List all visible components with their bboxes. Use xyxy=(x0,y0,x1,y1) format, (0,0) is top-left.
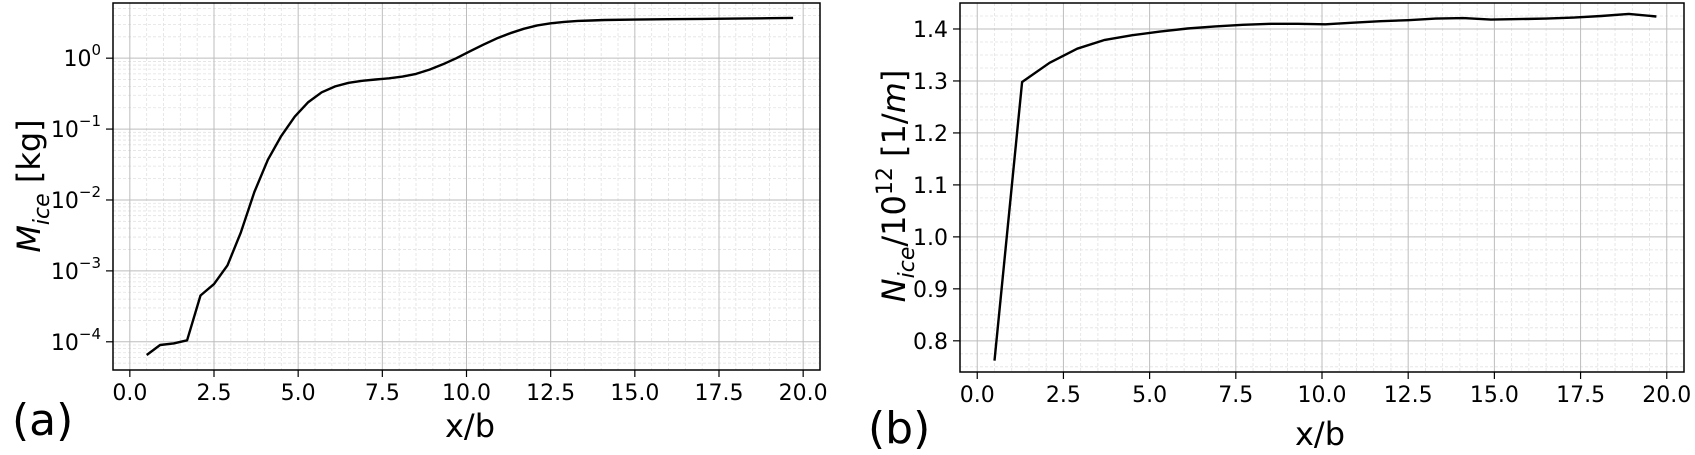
panel-b-y-label-sub: ice xyxy=(895,247,920,279)
y-tick-label: 1.3 xyxy=(913,70,948,95)
panel-a-x-ticks: 0.0 2.5 5.0 7.5 10.0 12.5 15.0 17.5 20.0 xyxy=(112,370,828,406)
panel-b-x-axis-label: x/b xyxy=(1295,415,1345,453)
panel-a-y-ticks: 10−4 10−3 10−2 10−1 100 xyxy=(51,41,113,356)
x-tick-label: 15.0 xyxy=(1470,383,1519,408)
panel-a: 0.0 2.5 5.0 7.5 10.0 12.5 15.0 17.5 20.0 10−410−… xyxy=(10,2,828,446)
panel-b-series xyxy=(993,12,1657,361)
x-tick-label: 2.5 xyxy=(197,381,232,406)
x-tick-label: 12.5 xyxy=(526,381,575,406)
y-tick-label: 10−1 xyxy=(51,112,101,143)
x-tick-label: 0.0 xyxy=(112,381,147,406)
panel-b-y-axis-label: Nice/1012 [1/m] xyxy=(873,70,920,303)
x-tick-label: 7.5 xyxy=(1218,383,1253,408)
x-tick-label: 2.5 xyxy=(1046,383,1081,408)
panel-b: 0.0 2.5 5.0 7.5 10.0 12.5 15.0 17.5 20.0 0.8 0.9 1… xyxy=(868,2,1691,454)
y-tick-label: 10−3 xyxy=(51,254,101,285)
y-tick-label: 1.0 xyxy=(913,226,948,251)
panel-b-y-label-ital: m xyxy=(875,82,913,113)
x-tick-label: 12.5 xyxy=(1384,383,1433,408)
x-tick-label: 20.0 xyxy=(1642,383,1691,408)
y-tick-label: 10−4 xyxy=(51,325,101,356)
panel-b-y-label-rest2: ] xyxy=(875,70,913,82)
panel-a-y-label-unit: [kg] xyxy=(10,119,48,193)
panel-a-y-label-main: M xyxy=(10,225,48,253)
x-tick-label: 10.0 xyxy=(1298,383,1347,408)
y-tick-label: 1.2 xyxy=(913,122,948,147)
series-line-0 xyxy=(145,16,794,356)
x-tick-label: 5.0 xyxy=(281,381,316,406)
panel-b-label: (b) xyxy=(868,403,930,454)
y-tick-label: 0.9 xyxy=(913,278,948,303)
panel-b-y-ticks: 0.8 0.9 1.0 1.1 1.2 1.3 1.4 xyxy=(913,18,960,355)
panel-b-x-ticks: 0.0 2.5 5.0 7.5 10.0 12.5 15.0 17.5 20.0 xyxy=(960,372,1691,408)
y-tick-label: 1.1 xyxy=(913,174,948,199)
panel-b-major-grid xyxy=(960,3,1684,372)
x-tick-label: 5.0 xyxy=(1132,383,1167,408)
y-tick-label: 0.8 xyxy=(913,330,948,355)
x-tick-label: 17.5 xyxy=(695,381,744,406)
y-tick-label: 10−2 xyxy=(51,183,101,214)
x-tick-label: 10.0 xyxy=(442,381,491,406)
y-tick-label: 100 xyxy=(63,41,101,72)
series-line-0 xyxy=(993,12,1657,361)
panel-b-y-label-main: N xyxy=(875,278,913,302)
panel-a-y-axis-label: Mice [kg] xyxy=(10,119,55,252)
x-tick-label: 17.5 xyxy=(1556,383,1605,408)
panel-a-x-axis-label: x/b xyxy=(445,407,495,445)
x-tick-label: 7.5 xyxy=(365,381,400,406)
panel-a-series xyxy=(145,16,794,356)
panel-b-y-label-rest1: [1/ xyxy=(875,113,913,167)
panel-b-y-label-sup: 12 xyxy=(873,167,898,195)
panel-a-y-label-sub: ice xyxy=(30,193,55,225)
x-tick-label: 15.0 xyxy=(610,381,659,406)
y-tick-label: 1.4 xyxy=(913,18,948,43)
panel-a-label: (a) xyxy=(12,395,73,446)
x-tick-label: 0.0 xyxy=(960,383,995,408)
panel-a-major-grid xyxy=(113,3,820,370)
panel-b-y-label-mid: /10 xyxy=(875,195,913,247)
x-tick-label: 20.0 xyxy=(779,381,828,406)
